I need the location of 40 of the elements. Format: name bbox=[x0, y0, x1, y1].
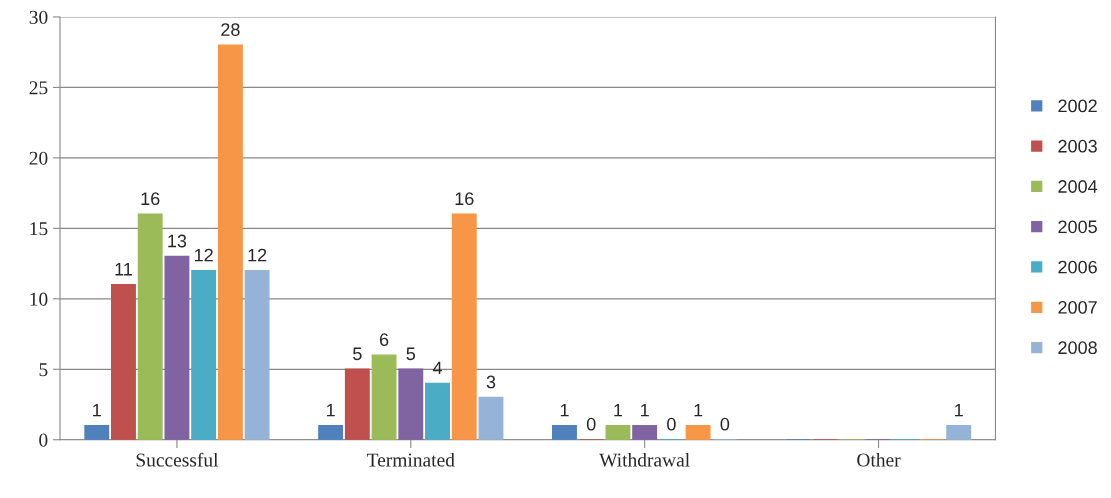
data-label: 1 bbox=[560, 403, 569, 417]
y-tick-label: 20 bbox=[29, 151, 48, 165]
y-tick-label: 15 bbox=[30, 222, 48, 236]
x-tick-label: Terminated bbox=[367, 452, 455, 467]
legend-label: 2005 bbox=[1058, 220, 1097, 234]
data-label: 1 bbox=[614, 403, 623, 417]
legend-label: 2002 bbox=[1058, 99, 1097, 113]
data-label: 0 bbox=[667, 417, 676, 431]
y-tick-label: 0 bbox=[39, 433, 48, 447]
legend-label: 2008 bbox=[1058, 341, 1097, 355]
legend-label: 2007 bbox=[1058, 301, 1097, 314]
data-label: 16 bbox=[141, 192, 160, 206]
data-label: 1 bbox=[93, 403, 101, 417]
x-tick-label: Successful bbox=[136, 452, 219, 467]
data-label: 0 bbox=[720, 417, 730, 431]
data-label: 1 bbox=[694, 403, 703, 417]
legend-label: 2004 bbox=[1058, 180, 1098, 193]
data-label: 11 bbox=[115, 262, 132, 276]
y-tick-label: 5 bbox=[39, 363, 48, 377]
data-label: 16 bbox=[455, 192, 474, 206]
data-label: 12 bbox=[194, 248, 213, 262]
legend-label: 2003 bbox=[1058, 139, 1097, 153]
data-label: 5 bbox=[353, 347, 362, 361]
data-label: 4 bbox=[432, 361, 443, 375]
data-label: 1 bbox=[641, 403, 649, 417]
data-label: 28 bbox=[221, 23, 240, 36]
y-tick-label: 25 bbox=[29, 81, 48, 95]
y-tick-label: 10 bbox=[30, 292, 48, 306]
data-label: 1 bbox=[955, 403, 963, 417]
y-tick-label: 30 bbox=[29, 10, 48, 24]
data-label: 1 bbox=[326, 403, 335, 417]
data-label: 13 bbox=[168, 234, 187, 248]
data-label: 12 bbox=[248, 248, 267, 262]
data-label: 6 bbox=[379, 333, 389, 347]
data-label: 5 bbox=[406, 347, 416, 361]
data-label: 3 bbox=[486, 375, 496, 389]
data-label: 0 bbox=[586, 417, 596, 431]
legend-label: 2006 bbox=[1058, 260, 1097, 274]
x-tick-label: Withdrawal bbox=[599, 452, 690, 467]
x-tick-label: Other bbox=[857, 452, 901, 467]
